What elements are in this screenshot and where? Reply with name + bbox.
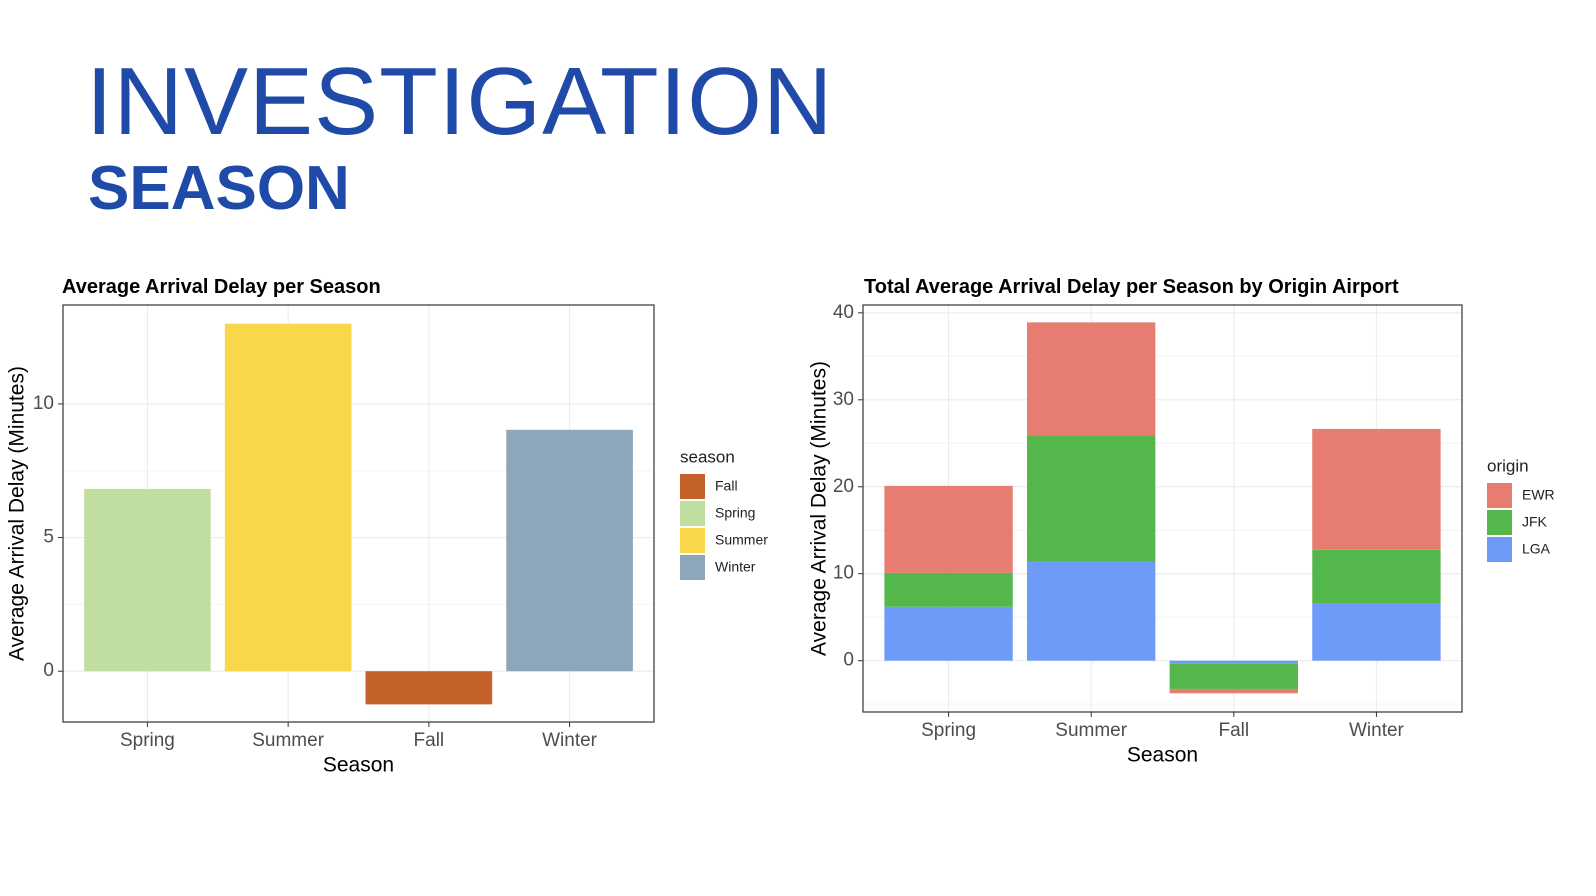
x-tick-label: Spring [921,720,976,741]
bar-segment [1312,428,1441,550]
y-tick-label: 20 [833,476,854,497]
slide-subtitle: SEASON [88,154,350,223]
bar [506,429,633,672]
bar-segment [1169,688,1298,694]
legend-label: Winter [715,559,756,575]
legend-label: LGA [1522,541,1551,557]
legend-key [1487,537,1512,562]
legend-key [680,528,705,553]
bar-segment [1169,663,1298,689]
bar [365,671,493,705]
bar-segment [1027,435,1156,562]
bar-segment [1312,549,1441,604]
legend-key [1487,510,1512,535]
legend-label: EWR [1522,487,1555,503]
bar-segment [884,485,1013,573]
slide-title: INVESTIGATION [86,48,833,155]
legend-title: origin [1487,456,1529,475]
legend-key [680,501,705,526]
x-tick-label: Fall [414,730,445,751]
x-tick-label: Spring [120,730,175,751]
bar-segment [1027,561,1156,661]
x-axis-label: Season [323,754,394,777]
x-tick-label: Summer [252,730,324,751]
bar-segment [1312,603,1441,661]
bar-segment [884,606,1013,661]
legend-label: Spring [715,505,755,521]
legend-key [1487,483,1512,508]
x-axis-label: Season [1127,744,1198,767]
x-tick-label: Winter [542,730,598,751]
legend-label: JFK [1522,514,1548,530]
plot-border [862,304,1463,713]
x-tick-label: Fall [1218,720,1249,741]
legend-key [680,555,705,580]
x-tick-label: Winter [1349,720,1405,741]
y-tick-label: 5 [43,527,54,548]
y-axis-label: Average Arrival Delay (Minutes) [808,361,831,656]
legend-title: season [680,447,735,466]
y-axis-label: Average Arrival Delay (Minutes) [6,366,29,661]
bar-segment [1027,322,1156,436]
bar-segment [1169,660,1298,664]
chart-title: Average Arrival Delay per Season [62,276,381,298]
bar [84,488,211,672]
chart-title: Total Average Arrival Delay per Season b… [864,276,1399,298]
y-tick-label: 10 [33,393,54,414]
y-tick-label: 0 [43,660,54,681]
legend-label: Fall [715,478,738,494]
legend-label: Summer [715,532,768,548]
y-tick-label: 30 [833,389,854,410]
y-tick-label: 40 [833,302,854,323]
bar [224,323,352,672]
legend-key [680,474,705,499]
plot-border [62,304,655,723]
y-tick-label: 10 [833,563,854,584]
y-tick-label: 0 [843,650,854,671]
x-tick-label: Summer [1055,720,1127,741]
bar-segment [884,572,1013,607]
